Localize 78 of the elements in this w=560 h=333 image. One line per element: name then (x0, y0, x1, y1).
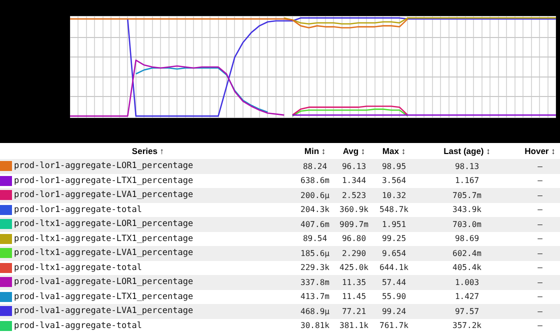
text: 98.95 (380, 160, 408, 173)
legend-label: prod-ltx1-aggregate-LOR1_percentage (14, 219, 194, 230)
legend-label: prod-ltx1-aggregate-LTX1_percentage (14, 234, 194, 244)
text: 200.6μ (300, 190, 330, 202)
text: 10.32 (380, 190, 408, 202)
text: — (536, 262, 544, 274)
text: 1.427 (454, 291, 480, 304)
text: 96.80 (340, 233, 368, 246)
legend-label: prod-lor1-aggregate-total (14, 204, 142, 215)
text: 703.0m (452, 218, 482, 231)
text: 88.24 (302, 160, 328, 173)
text: 343.9k (452, 204, 482, 216)
text: 77.21 (340, 306, 368, 318)
text: 602.4m (452, 248, 482, 260)
text: 337.8m (300, 276, 330, 289)
text: 185.6μ (300, 248, 330, 260)
text: 229.3k (300, 262, 330, 274)
text: 1.344 (340, 175, 368, 188)
text: Hover ↕ (524, 145, 556, 158)
text: — (536, 204, 544, 216)
legend-label: prod-lva1-aggregate-LTX1_percentage (14, 292, 194, 302)
text: 2.523 (340, 190, 368, 202)
text: 644.1k (378, 262, 410, 274)
text: 381.1k (338, 320, 370, 332)
text: 2.290 (340, 248, 368, 260)
text: 97.57 (454, 306, 480, 318)
legend-label: prod-lor1-aggregate-LVA1_percentage (14, 190, 194, 200)
text: — (536, 276, 544, 289)
text: 204.3k (300, 204, 330, 216)
text: 413.7m (300, 291, 330, 304)
text: — (536, 233, 544, 246)
text: Min ↕ (303, 145, 327, 158)
text: 99.25 (380, 233, 408, 246)
text: 99.24 (380, 306, 408, 318)
text: 548.7k (378, 204, 410, 216)
text: — (536, 248, 544, 260)
text: 761.7k (378, 320, 410, 332)
text: 98.13 (454, 160, 480, 173)
text: Avg ↕ (342, 145, 366, 158)
legend-label: prod-lva1-aggregate-LVA1_percentage (14, 306, 194, 316)
text: 705.7m (452, 190, 482, 202)
text: 11.45 (340, 291, 368, 304)
text: — (536, 190, 544, 202)
text: 468.9μ (300, 306, 330, 318)
text: — (536, 160, 544, 173)
text: 57.44 (380, 276, 408, 289)
text: 98.69 (454, 233, 480, 246)
legend-label: prod-lva1-aggregate-total (14, 320, 142, 331)
text: 30.81k (300, 320, 330, 332)
text: Last (age) ↕ (442, 145, 492, 158)
legend-label: prod-ltx1-aggregate-total (14, 262, 142, 273)
legend-label: prod-ltx1-aggregate-LVA1_percentage (14, 248, 194, 258)
text: 425.0k (338, 262, 370, 274)
text: 55.90 (380, 291, 408, 304)
legend-label: prod-lor1-aggregate-LTX1_percentage (14, 176, 194, 186)
text: — (536, 175, 544, 188)
text: 407.6m (300, 218, 330, 231)
text: Max ↕ (381, 145, 407, 158)
text: 9.654 (380, 248, 408, 260)
text: 96.13 (340, 160, 368, 173)
text: — (536, 218, 544, 231)
text: 1.951 (380, 218, 408, 231)
text: 405.4k (452, 262, 482, 274)
text: 357.2k (452, 320, 482, 332)
text: 638.6m (300, 175, 330, 188)
text: 909.7m (338, 218, 370, 231)
legend-label: prod-lva1-aggregate-LOR1_percentage (14, 277, 194, 288)
text: 1.167 (454, 175, 480, 188)
text: Series ↑ (130, 145, 166, 158)
text: 3.564 (380, 175, 408, 188)
text: — (536, 306, 544, 318)
text: — (536, 291, 544, 304)
text: 1.003 (454, 276, 480, 289)
text: — (536, 320, 544, 332)
legend-label: prod-lor1-aggregate-LOR1_percentage (14, 161, 194, 172)
text: 360.9k (338, 204, 370, 216)
text: 11.35 (340, 276, 368, 289)
text: 89.54 (302, 233, 328, 246)
